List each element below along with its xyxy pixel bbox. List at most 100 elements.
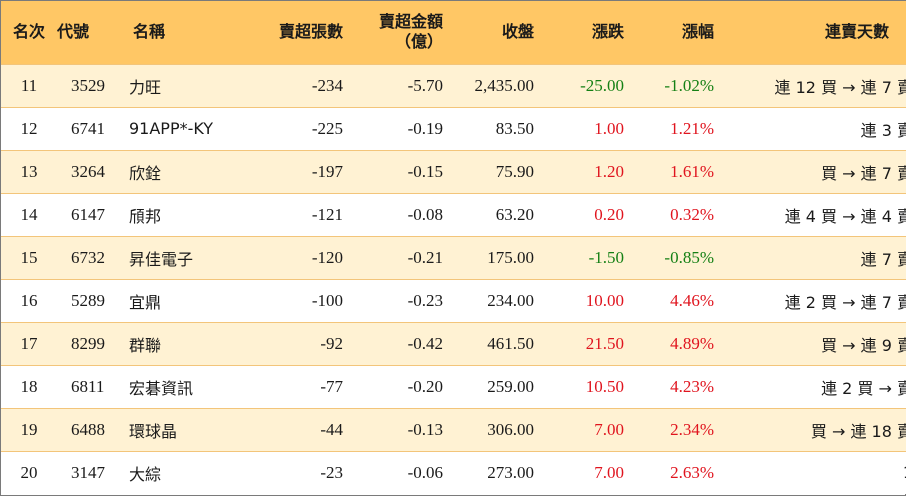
cell-consecutive-days: 買 → 連 18 賣 (810, 421, 906, 441)
cell-net-sell-lots: -92 (320, 333, 343, 353)
table-row: 15 6732 昇佳電子 -120 -0.21 175.00 -1.50 -0.85% 連 7 … (1, 236, 906, 279)
cell-change: 1.00 (594, 118, 624, 138)
cell-code: 3147 (71, 462, 105, 482)
cell-net-sell-lots: -234 (311, 75, 343, 95)
header-close: 收盤 (501, 22, 534, 42)
cell-net-sell-lots: -121 (311, 204, 343, 224)
cell-change-pct: 1.21% (670, 118, 714, 138)
cell-code: 6732 (71, 247, 105, 267)
cell-net-sell-amount: -0.06 (407, 462, 443, 482)
cell-net-sell-lots: -120 (311, 247, 343, 267)
cell-code: 3529 (71, 75, 105, 95)
cell-close: 63.20 (495, 204, 534, 224)
header-net-sell-amount-title: 賣超金額 (378, 12, 443, 32)
cell-name: 宏碁資訊 (129, 378, 194, 398)
table-row: 14 6147 頎邦 -121 -0.08 63.20 0.20 0.32% 連 4 買 → 連… (1, 193, 906, 236)
cell-name: 91APP*-KY (129, 119, 214, 138)
cell-consecutive-days: 1 (714, 451, 906, 494)
cell-change: -1.50 (588, 247, 624, 267)
cell-rank: 11 (20, 75, 38, 95)
header-code: 代號 (57, 22, 90, 42)
cell-consecutive-days: 連 2 買 → 連 7 賣 (784, 292, 906, 312)
cell-net-sell-amount: -5.70 (407, 75, 443, 95)
cell-change-pct: 0.32% (670, 204, 714, 224)
header-net-sell-lots: 賣超張數 (278, 22, 343, 42)
cell-change-pct: 4.23% (670, 376, 714, 396)
header-net-sell-amount: 賣超金額 （億） (343, 1, 443, 64)
cell-name: 欣銓 (129, 163, 162, 183)
cell-net-sell-lots: -23 (320, 462, 343, 482)
cell-name: 宜鼎 (129, 292, 162, 312)
cell-close: 2,435.00 (474, 75, 535, 95)
cell-close: 175.00 (487, 247, 534, 267)
header-consecutive-days: 連賣天數 (824, 22, 889, 42)
cell-rank: 12 (20, 118, 38, 138)
cell-name: 環球晶 (129, 421, 178, 441)
cell-code: 5289 (71, 290, 105, 310)
cell-net-sell-lots: -197 (311, 161, 343, 181)
cell-change: 0.20 (594, 204, 624, 224)
cell-name: 頎邦 (129, 206, 162, 226)
cell-consecutive-days: 連 2 買 → 賣 (821, 378, 906, 398)
cell-net-sell-amount: -0.20 (407, 376, 443, 396)
cell-code: 3264 (71, 161, 105, 181)
cell-change: 21.50 (585, 333, 624, 353)
table-row: 11 3529 力旺 -234 -5.70 2,435.00 -25.00 -1.02% 連 1… (1, 64, 906, 107)
table-row: 17 8299 群聯 -92 -0.42 461.50 21.50 4.89% 買 → 連 9 … (1, 322, 906, 365)
table-row: 18 6811 宏碁資訊 -77 -0.20 259.00 10.50 4.23% 連 2 買 … (1, 365, 906, 408)
header-rank: 名次 (12, 22, 45, 42)
cell-net-sell-amount: -0.13 (407, 419, 443, 439)
cell-rank: 15 (20, 247, 38, 267)
cell-change-pct: 4.89% (670, 333, 714, 353)
cell-code: 8299 (71, 333, 105, 353)
table-header-row: 名次 代號 名稱 賣超張數 賣超金額 （億） 收盤 漲跌 漲幅 連賣天數 (1, 1, 906, 64)
cell-change: -25.00 (580, 75, 624, 95)
header-name: 名稱 (133, 22, 166, 42)
cell-net-sell-lots: -225 (311, 118, 343, 138)
table-body: 11 3529 力旺 -234 -5.70 2,435.00 -25.00 -1.02% 連 1… (1, 64, 906, 494)
cell-rank: 20 (20, 462, 38, 482)
cell-close: 83.50 (495, 118, 534, 138)
cell-change-pct: -1.02% (664, 75, 714, 95)
cell-consecutive-days: 連 7 賣 (860, 249, 906, 269)
cell-close: 306.00 (487, 419, 534, 439)
cell-net-sell-lots: -44 (320, 419, 343, 439)
cell-change-pct: 4.46% (670, 290, 714, 310)
table-row: 16 5289 宜鼎 -100 -0.23 234.00 10.00 4.46% 連 2 買 →… (1, 279, 906, 322)
cell-consecutive-days: 買 → 連 9 賣 (821, 335, 906, 355)
cell-rank: 18 (20, 376, 38, 396)
table-row: 19 6488 環球晶 -44 -0.13 306.00 7.00 2.34% 買 → 連 18… (1, 408, 906, 451)
cell-change-pct: 2.34% (670, 419, 714, 439)
cell-close: 259.00 (487, 376, 534, 396)
cell-change-pct: -0.85% (664, 247, 714, 267)
cell-change: 7.00 (594, 462, 624, 482)
cell-rank: 13 (20, 161, 38, 181)
cell-change: 1.20 (594, 161, 624, 181)
cell-rank: 14 (20, 204, 38, 224)
cell-consecutive-days: 連 3 賣 (860, 120, 906, 140)
cell-net-sell-lots: -77 (320, 376, 343, 396)
cell-code: 6811 (71, 376, 105, 396)
cell-close: 75.90 (495, 161, 534, 181)
cell-name: 群聯 (129, 335, 162, 355)
cell-consecutive-days: 連 4 買 → 連 4 賣 (784, 206, 906, 226)
cell-net-sell-lots: -100 (311, 290, 343, 310)
cell-close: 234.00 (487, 290, 534, 310)
table-row: 12 6741 91APP*-KY -225 -0.19 83.50 1.00 1.21% 連 … (1, 107, 906, 150)
cell-rank: 16 (20, 290, 38, 310)
header-net-sell-amount-unit: （億） (394, 32, 443, 52)
cell-consecutive-days: 連 12 買 → 連 7 賣 (774, 77, 906, 97)
table-row: 20 3147 大綜 -23 -0.06 273.00 7.00 2.63%1 (1, 451, 906, 494)
cell-name: 昇佳電子 (129, 249, 194, 269)
cell-net-sell-amount: -0.08 (407, 204, 443, 224)
cell-net-sell-amount: -0.42 (407, 333, 443, 353)
cell-code: 6147 (71, 204, 105, 224)
header-change: 漲跌 (591, 22, 624, 42)
cell-name: 力旺 (129, 77, 162, 97)
cell-code: 6741 (71, 118, 105, 138)
cell-change-pct: 1.61% (670, 161, 714, 181)
cell-consecutive-days: 買 → 連 7 賣 (821, 163, 906, 183)
cell-net-sell-amount: -0.23 (407, 290, 443, 310)
